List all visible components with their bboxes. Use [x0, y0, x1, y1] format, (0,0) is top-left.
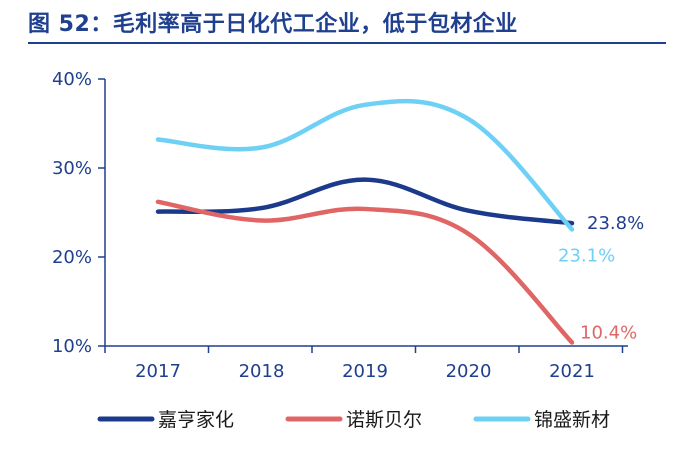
legend: 嘉亨家化 诺斯贝尔 锦盛新材	[97, 409, 610, 431]
chart-title: 图 52：毛利率高于日化代工企业，低于包材企业	[28, 12, 518, 37]
legend-label-3: 锦盛新材	[534, 409, 610, 431]
x-tick-label: 2021	[549, 361, 595, 382]
series-2-line	[155, 199, 575, 345]
series-2-end-label: 10.4%	[580, 322, 637, 343]
y-tick-label: 10%	[52, 336, 92, 357]
y-tick-label: 40%	[52, 69, 92, 90]
title-underline	[28, 42, 666, 44]
series-lines	[155, 98, 575, 345]
axes: 10% 20% 30% 40% 2017 2018 2019 2020 2021	[52, 69, 628, 382]
x-tick-label: 2020	[446, 361, 492, 382]
legend-label-2: 诺斯贝尔	[346, 409, 422, 431]
y-tick-label: 20%	[52, 247, 92, 268]
y-tick-label: 30%	[52, 158, 92, 179]
series-3-line	[155, 98, 575, 232]
x-tick-label: 2018	[239, 361, 285, 382]
data-labels: 23.8% 10.4% 23.1%	[558, 213, 644, 343]
series-3-end-label: 23.1%	[558, 245, 615, 266]
x-tick-label: 2019	[342, 361, 388, 382]
series-1-end-label: 23.8%	[587, 213, 644, 234]
legend-label-1: 嘉亨家化	[158, 409, 234, 431]
x-tick-label: 2017	[135, 361, 181, 382]
